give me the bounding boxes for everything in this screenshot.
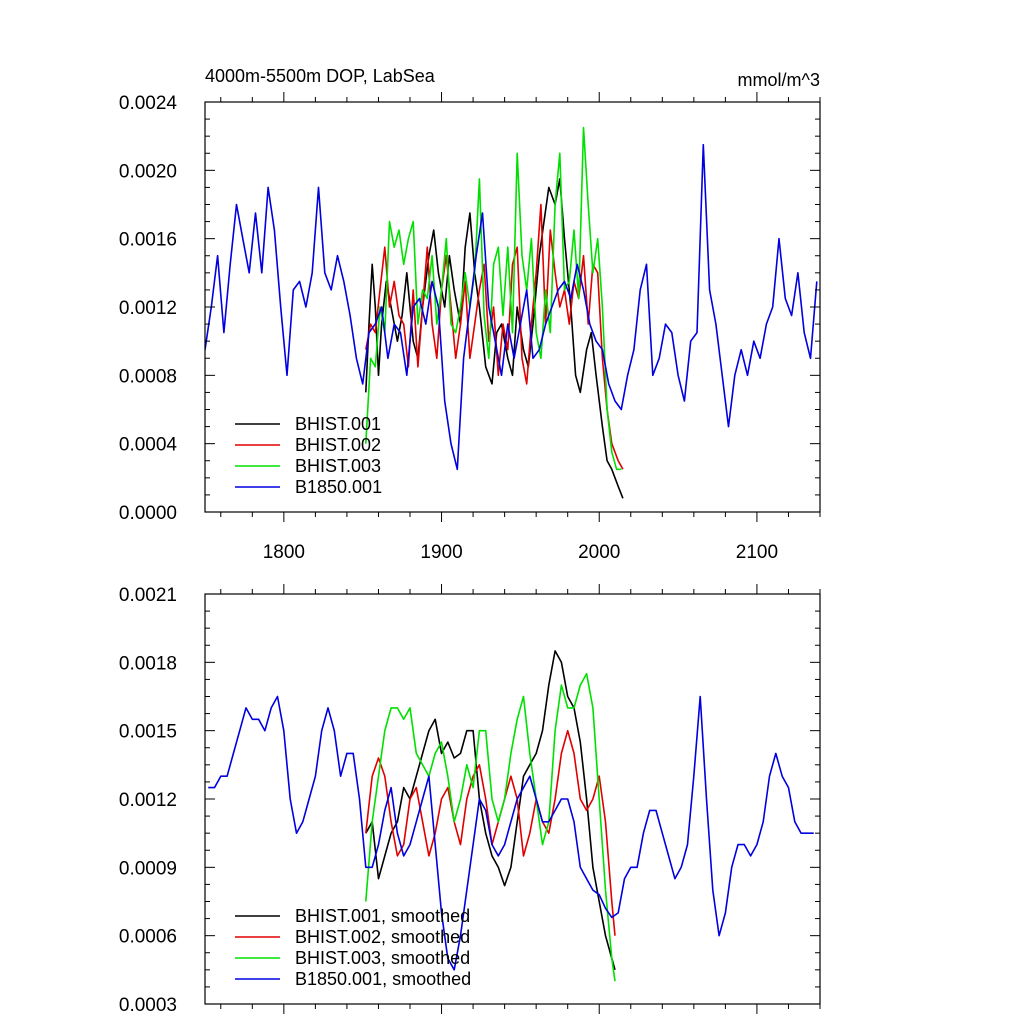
bottom-panel: 0.0003 0.0006 0.0009 0.0012 0.0015 0.0018 0.00… <box>119 584 821 1016</box>
y-tick-label: 0.0020 <box>119 161 177 182</box>
y-tick-label: 0.0016 <box>119 230 177 251</box>
series-line-2 <box>365 126 622 471</box>
x-tick-label: 1900 <box>420 542 462 563</box>
legend-label: BHIST.003 <box>295 456 381 476</box>
top-panel: 4000m-5500m DOP, LabSea mmol/m^3 0.0000 0… <box>119 66 821 563</box>
y-tick-label: 0.0015 <box>119 722 177 743</box>
x-tick-label: 2100 <box>736 542 778 563</box>
y-tick-label: 0.0012 <box>119 298 177 319</box>
legend-label: BHIST.001 <box>295 414 381 434</box>
y-tick-label: 0.0024 <box>119 93 178 114</box>
legend-label: BHIST.003, smoothed <box>295 948 470 968</box>
series-group <box>208 650 814 982</box>
series-line-2 <box>365 672 616 982</box>
series-group <box>205 126 818 499</box>
series-line-3 <box>205 143 818 471</box>
x-tick-label: 1800 <box>263 542 305 563</box>
top-panel-units: mmol/m^3 <box>738 70 820 90</box>
y-tick-label: 0.0008 <box>119 366 177 387</box>
y-tick-label: 0.0021 <box>119 585 177 606</box>
series-line-0 <box>365 650 616 971</box>
top-panel-title: 4000m-5500m DOP, LabSea <box>205 66 436 86</box>
y-tick-label: 0.0006 <box>119 927 177 948</box>
y-tick-label: 0.0004 <box>119 435 178 456</box>
x-tick-label: 2000 <box>578 542 620 563</box>
series-line-3 <box>208 695 814 971</box>
series-line-0 <box>365 178 624 499</box>
y-tick-label: 0.0012 <box>119 790 177 811</box>
legend-label: BHIST.001, smoothed <box>295 906 470 926</box>
legend-label: BHIST.002 <box>295 435 381 455</box>
y-tick-label: 0.0018 <box>119 653 177 674</box>
legend-label: B1850.001, smoothed <box>295 969 471 989</box>
y-tick-label: 0.0003 <box>119 995 177 1016</box>
legend-label: B1850.001 <box>295 477 382 497</box>
y-tick-label: 0.0000 <box>119 503 177 524</box>
y-tick-label: 0.0009 <box>119 858 177 879</box>
legend-label: BHIST.002, smoothed <box>295 927 470 947</box>
